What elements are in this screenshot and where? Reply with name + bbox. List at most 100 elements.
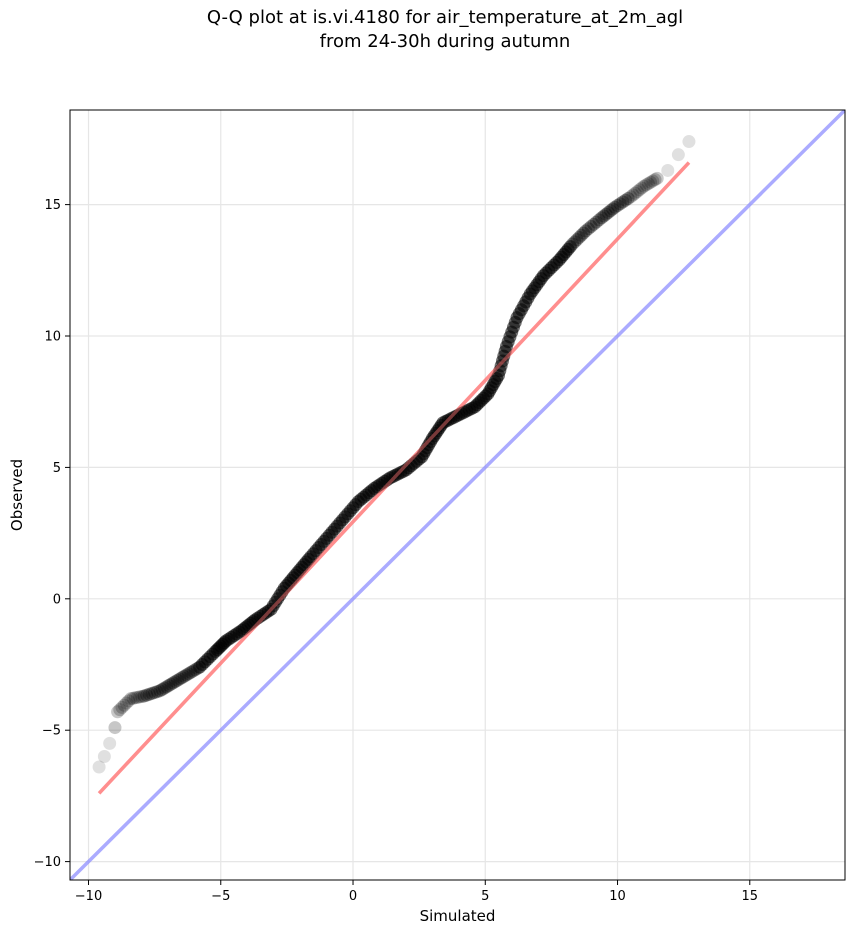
quantile-point xyxy=(584,220,598,234)
quantile-point xyxy=(599,207,613,221)
quantile-point xyxy=(145,686,159,700)
quantile-point xyxy=(177,669,191,683)
quantile-point xyxy=(108,721,122,735)
quantile-point xyxy=(611,198,625,212)
quantile-point xyxy=(639,178,653,192)
quantile-point xyxy=(646,174,660,188)
quantile-point xyxy=(572,230,586,244)
x-tick-label: 15 xyxy=(742,889,759,904)
quantile-point xyxy=(113,703,127,717)
quantile-point xyxy=(682,135,696,149)
quantile-point xyxy=(126,691,140,705)
y-tick-label: 0 xyxy=(53,592,61,607)
quantile-point xyxy=(661,163,675,177)
quantile-point xyxy=(119,696,133,710)
quantile-point xyxy=(124,692,138,706)
quantile-point xyxy=(155,682,169,696)
quantile-point xyxy=(581,222,595,236)
quantile-point xyxy=(166,676,180,690)
identity-line xyxy=(70,110,845,880)
quantile-point xyxy=(140,688,154,702)
y-tick-label: 15 xyxy=(44,198,61,213)
quantile-point xyxy=(157,681,171,695)
quantile-point xyxy=(142,687,156,701)
quantile-point xyxy=(111,705,125,719)
y-tick-label: 5 xyxy=(53,461,61,476)
x-tick-label: −10 xyxy=(75,889,102,904)
quantile-point xyxy=(577,226,591,240)
quantile-point xyxy=(171,673,185,687)
y-tick-label: 10 xyxy=(44,330,61,345)
chart-title-line1: Q-Q plot at is.vi.4180 for air_temperatu… xyxy=(206,7,684,28)
quantile-point xyxy=(568,235,582,249)
fit-line-overlay xyxy=(97,161,691,795)
quantile-point xyxy=(592,213,606,227)
x-tick-label: 10 xyxy=(609,889,626,904)
quantile-point xyxy=(135,689,149,703)
x-tick-label: 0 xyxy=(349,889,357,904)
quantile-point xyxy=(603,204,617,218)
chart-title-line2: from 24-30h during autumn xyxy=(319,31,571,52)
quantile-point xyxy=(644,175,658,189)
quantile-point xyxy=(162,679,176,693)
x-axis-label: Simulated xyxy=(420,907,496,925)
quantile-point xyxy=(173,672,187,686)
quantile-point xyxy=(616,195,630,209)
quantile-point xyxy=(570,233,584,247)
quantile-point xyxy=(133,690,147,704)
quantile-point xyxy=(574,228,588,242)
quantile-point xyxy=(671,148,685,162)
grid xyxy=(70,110,845,880)
y-axis-label: Observed xyxy=(8,459,26,531)
quantile-point xyxy=(637,179,651,193)
quantile-point xyxy=(150,685,164,699)
quantile-point xyxy=(628,186,642,200)
quantile-point xyxy=(589,215,603,229)
quantile-points xyxy=(92,135,696,795)
quantile-point xyxy=(160,680,174,694)
quantile-point xyxy=(563,240,577,254)
quantile-point xyxy=(595,211,609,225)
axis-ticks: −10 −5 0 5 10 15 −10 −5 0 5 10 15 xyxy=(34,198,758,904)
quantile-point xyxy=(633,183,647,197)
reference-lines xyxy=(70,110,845,880)
quantile-point xyxy=(566,237,580,251)
quantile-point xyxy=(641,177,655,191)
quantile-point xyxy=(115,700,129,714)
quantile-point xyxy=(613,197,627,211)
quantile-point xyxy=(164,677,178,691)
x-tick-label: 5 xyxy=(481,889,489,904)
quantile-point xyxy=(182,667,196,681)
quantile-point xyxy=(635,181,649,195)
quantile-point xyxy=(153,684,167,698)
quantile-point xyxy=(128,691,142,705)
quantile-point xyxy=(624,190,638,204)
quantile-point xyxy=(97,749,111,763)
quantile-point xyxy=(175,671,189,685)
x-tick-label: −5 xyxy=(211,889,230,904)
quantile-point xyxy=(621,191,635,205)
quantile-point xyxy=(606,202,620,216)
quantile-point xyxy=(601,205,615,219)
quantile-point xyxy=(579,224,593,238)
quantile-point xyxy=(648,173,662,187)
quantile-point xyxy=(618,193,632,207)
quantile-point xyxy=(587,217,601,231)
quantile-point xyxy=(130,690,144,704)
quantile-point xyxy=(103,736,117,750)
quantile-point xyxy=(148,686,162,700)
y-tick-label: −5 xyxy=(42,724,61,739)
quantile-point xyxy=(117,698,131,712)
y-tick-label: −10 xyxy=(34,855,61,870)
quantile-point xyxy=(179,668,193,682)
quantile-point xyxy=(597,209,611,223)
plot-frame xyxy=(69,109,846,881)
quantile-point xyxy=(630,184,644,198)
quantile-point xyxy=(122,694,136,708)
quantile-point xyxy=(92,760,106,774)
quantile-point xyxy=(650,171,664,185)
quantile-point xyxy=(137,689,151,703)
quantile-point xyxy=(626,188,640,202)
quantile-point xyxy=(608,200,622,214)
